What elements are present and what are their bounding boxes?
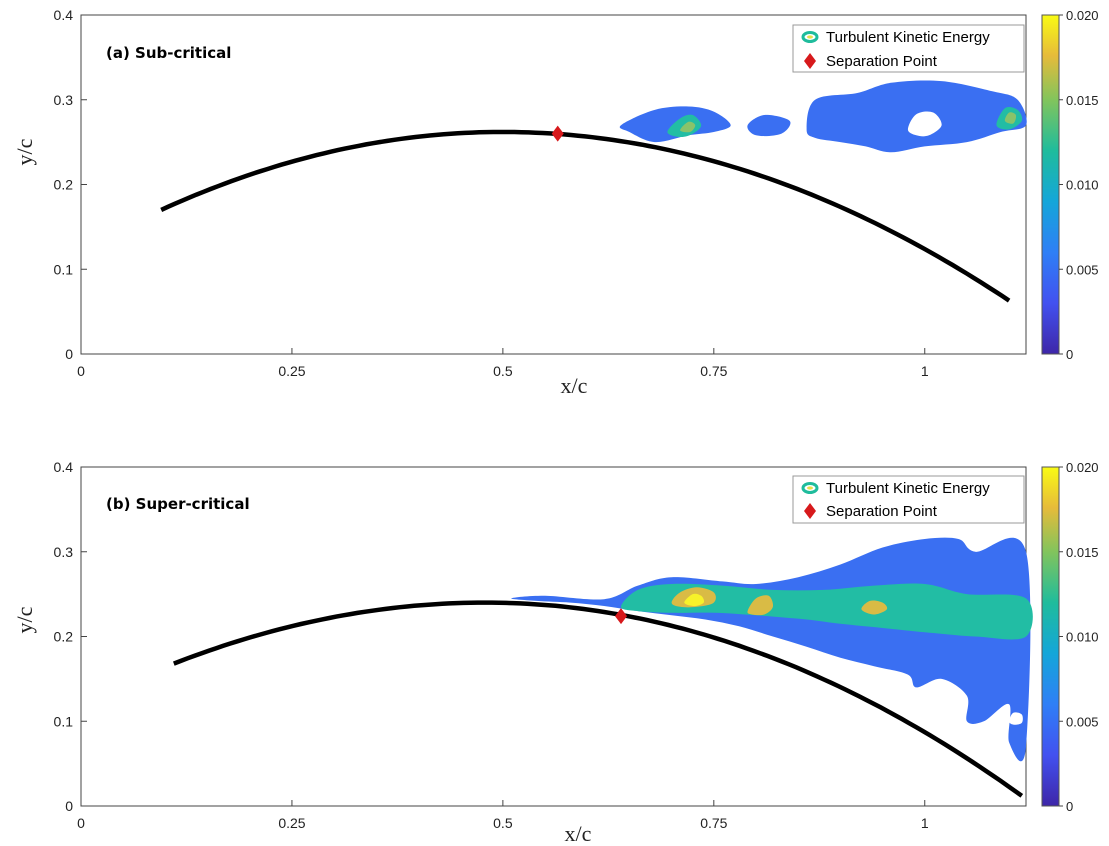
x-tick-label: 0.5 <box>493 363 513 379</box>
y-tick-label: 0.1 <box>54 713 74 729</box>
tke-region <box>1004 112 1017 124</box>
tke-region <box>621 583 1033 640</box>
airfoil-surface <box>173 600 1024 798</box>
colorbar: 0 0.005 0.010 0.015 0.020 <box>1041 460 1099 814</box>
x-tick-label: 1 <box>921 815 929 831</box>
x-tick-label: 1 <box>921 363 929 379</box>
colorbar-ticks: 0 0.005 0.010 0.015 0.020 <box>1059 460 1099 814</box>
legend-tke-label: Turbulent Kinetic Energy <box>826 480 990 497</box>
y-tick-label: 0.4 <box>54 7 74 23</box>
tke-region <box>747 114 791 137</box>
x-tick-label: 0.25 <box>278 815 305 831</box>
x-tick-label: 0 <box>77 363 85 379</box>
x-axis-label: x/c <box>561 373 588 398</box>
tke-region <box>680 121 696 133</box>
legend-tke-label: Turbulent Kinetic Energy <box>826 29 990 46</box>
tke-region <box>684 593 705 606</box>
x-tick-label: 0.5 <box>493 815 513 831</box>
separation-point-marker <box>551 125 564 142</box>
legend-separation-icon <box>804 53 816 69</box>
panel-super-critical: 0 0.25 0.5 0.75 1 0 0.1 0.2 0.3 0.4 x/c y/c (b) … <box>12 459 1099 846</box>
colorbar-tick-label: 0.005 <box>1066 714 1099 729</box>
y-tick-label: 0.3 <box>54 92 74 108</box>
x-axis-ticks: 0 0.25 0.5 0.75 1 <box>77 348 929 379</box>
legend-tke-icon <box>801 482 819 494</box>
legend-box <box>792 475 1025 524</box>
y-axis-label: y/c <box>12 606 37 633</box>
panel-title: (b) Super-critical <box>106 495 250 513</box>
y-tick-label: 0.1 <box>54 261 74 277</box>
y-tick-label: 0.4 <box>54 459 74 475</box>
legend-box <box>792 24 1025 73</box>
legend-separation-label: Separation Point <box>826 503 938 520</box>
tke-hole <box>1009 712 1023 725</box>
tke-holes <box>907 111 942 137</box>
colorbar-tick-label: 0.010 <box>1066 630 1099 645</box>
x-axis-ticks: 0 0.25 0.5 0.75 1 <box>77 800 929 831</box>
tke-region <box>747 595 774 616</box>
panel-title: (a) Sub-critical <box>106 44 231 62</box>
y-axis-label: y/c <box>12 138 37 165</box>
separation-point-marker <box>615 608 627 625</box>
colorbar-tick-label: 0 <box>1066 799 1073 814</box>
colorbar: 0 0.005 0.010 0.015 0.020 <box>1041 8 1099 362</box>
colorbar-gradient <box>1041 466 1060 807</box>
x-tick-label: 0 <box>77 815 85 831</box>
y-tick-label: 0.2 <box>54 177 74 193</box>
tke-region <box>861 600 888 615</box>
colorbar-tick-label: 0.020 <box>1066 8 1099 23</box>
airfoil-surface <box>160 129 1011 303</box>
x-tick-label: 0.75 <box>700 815 727 831</box>
tke-hole <box>907 111 942 137</box>
x-tick-label: 0.75 <box>700 363 727 379</box>
legend-tke-icon-core <box>807 35 813 39</box>
legend: Turbulent Kinetic Energy Separation Poin… <box>792 24 1025 73</box>
legend-tke-icon <box>801 31 819 43</box>
panel-sub-critical: 0 0.25 0.5 0.75 1 0 0.1 0.2 0.3 0.4 x/c y/c (a) … <box>12 7 1099 398</box>
y-tick-label: 0.3 <box>54 544 74 560</box>
y-tick-label: 0.2 <box>54 629 74 645</box>
colorbar-tick-label: 0 <box>1066 347 1073 362</box>
legend-tke-icon-core <box>807 486 813 490</box>
legend: Turbulent Kinetic Energy Separation Poin… <box>792 475 1025 524</box>
colorbar-tick-label: 0.010 <box>1066 178 1099 193</box>
legend-separation-label: Separation Point <box>826 53 938 70</box>
tke-holes <box>1009 712 1023 725</box>
colorbar-tick-label: 0.020 <box>1066 460 1099 475</box>
colorbar-tick-label: 0.015 <box>1066 545 1099 560</box>
colorbar-tick-label: 0.015 <box>1066 93 1099 108</box>
x-axis-label: x/c <box>565 821 592 846</box>
y-axis-ticks: 0 0.1 0.2 0.3 0.4 <box>54 459 87 814</box>
y-axis-ticks: 0 0.1 0.2 0.3 0.4 <box>54 7 87 362</box>
colorbar-ticks: 0 0.005 0.010 0.015 0.020 <box>1059 8 1099 362</box>
tke-contours <box>511 537 1033 762</box>
colorbar-tick-label: 0.005 <box>1066 262 1099 277</box>
x-tick-label: 0.25 <box>278 363 305 379</box>
y-tick-label: 0 <box>65 798 73 814</box>
colorbar-gradient <box>1041 14 1060 355</box>
y-tick-label: 0 <box>65 346 73 362</box>
legend-separation-icon <box>804 503 816 519</box>
